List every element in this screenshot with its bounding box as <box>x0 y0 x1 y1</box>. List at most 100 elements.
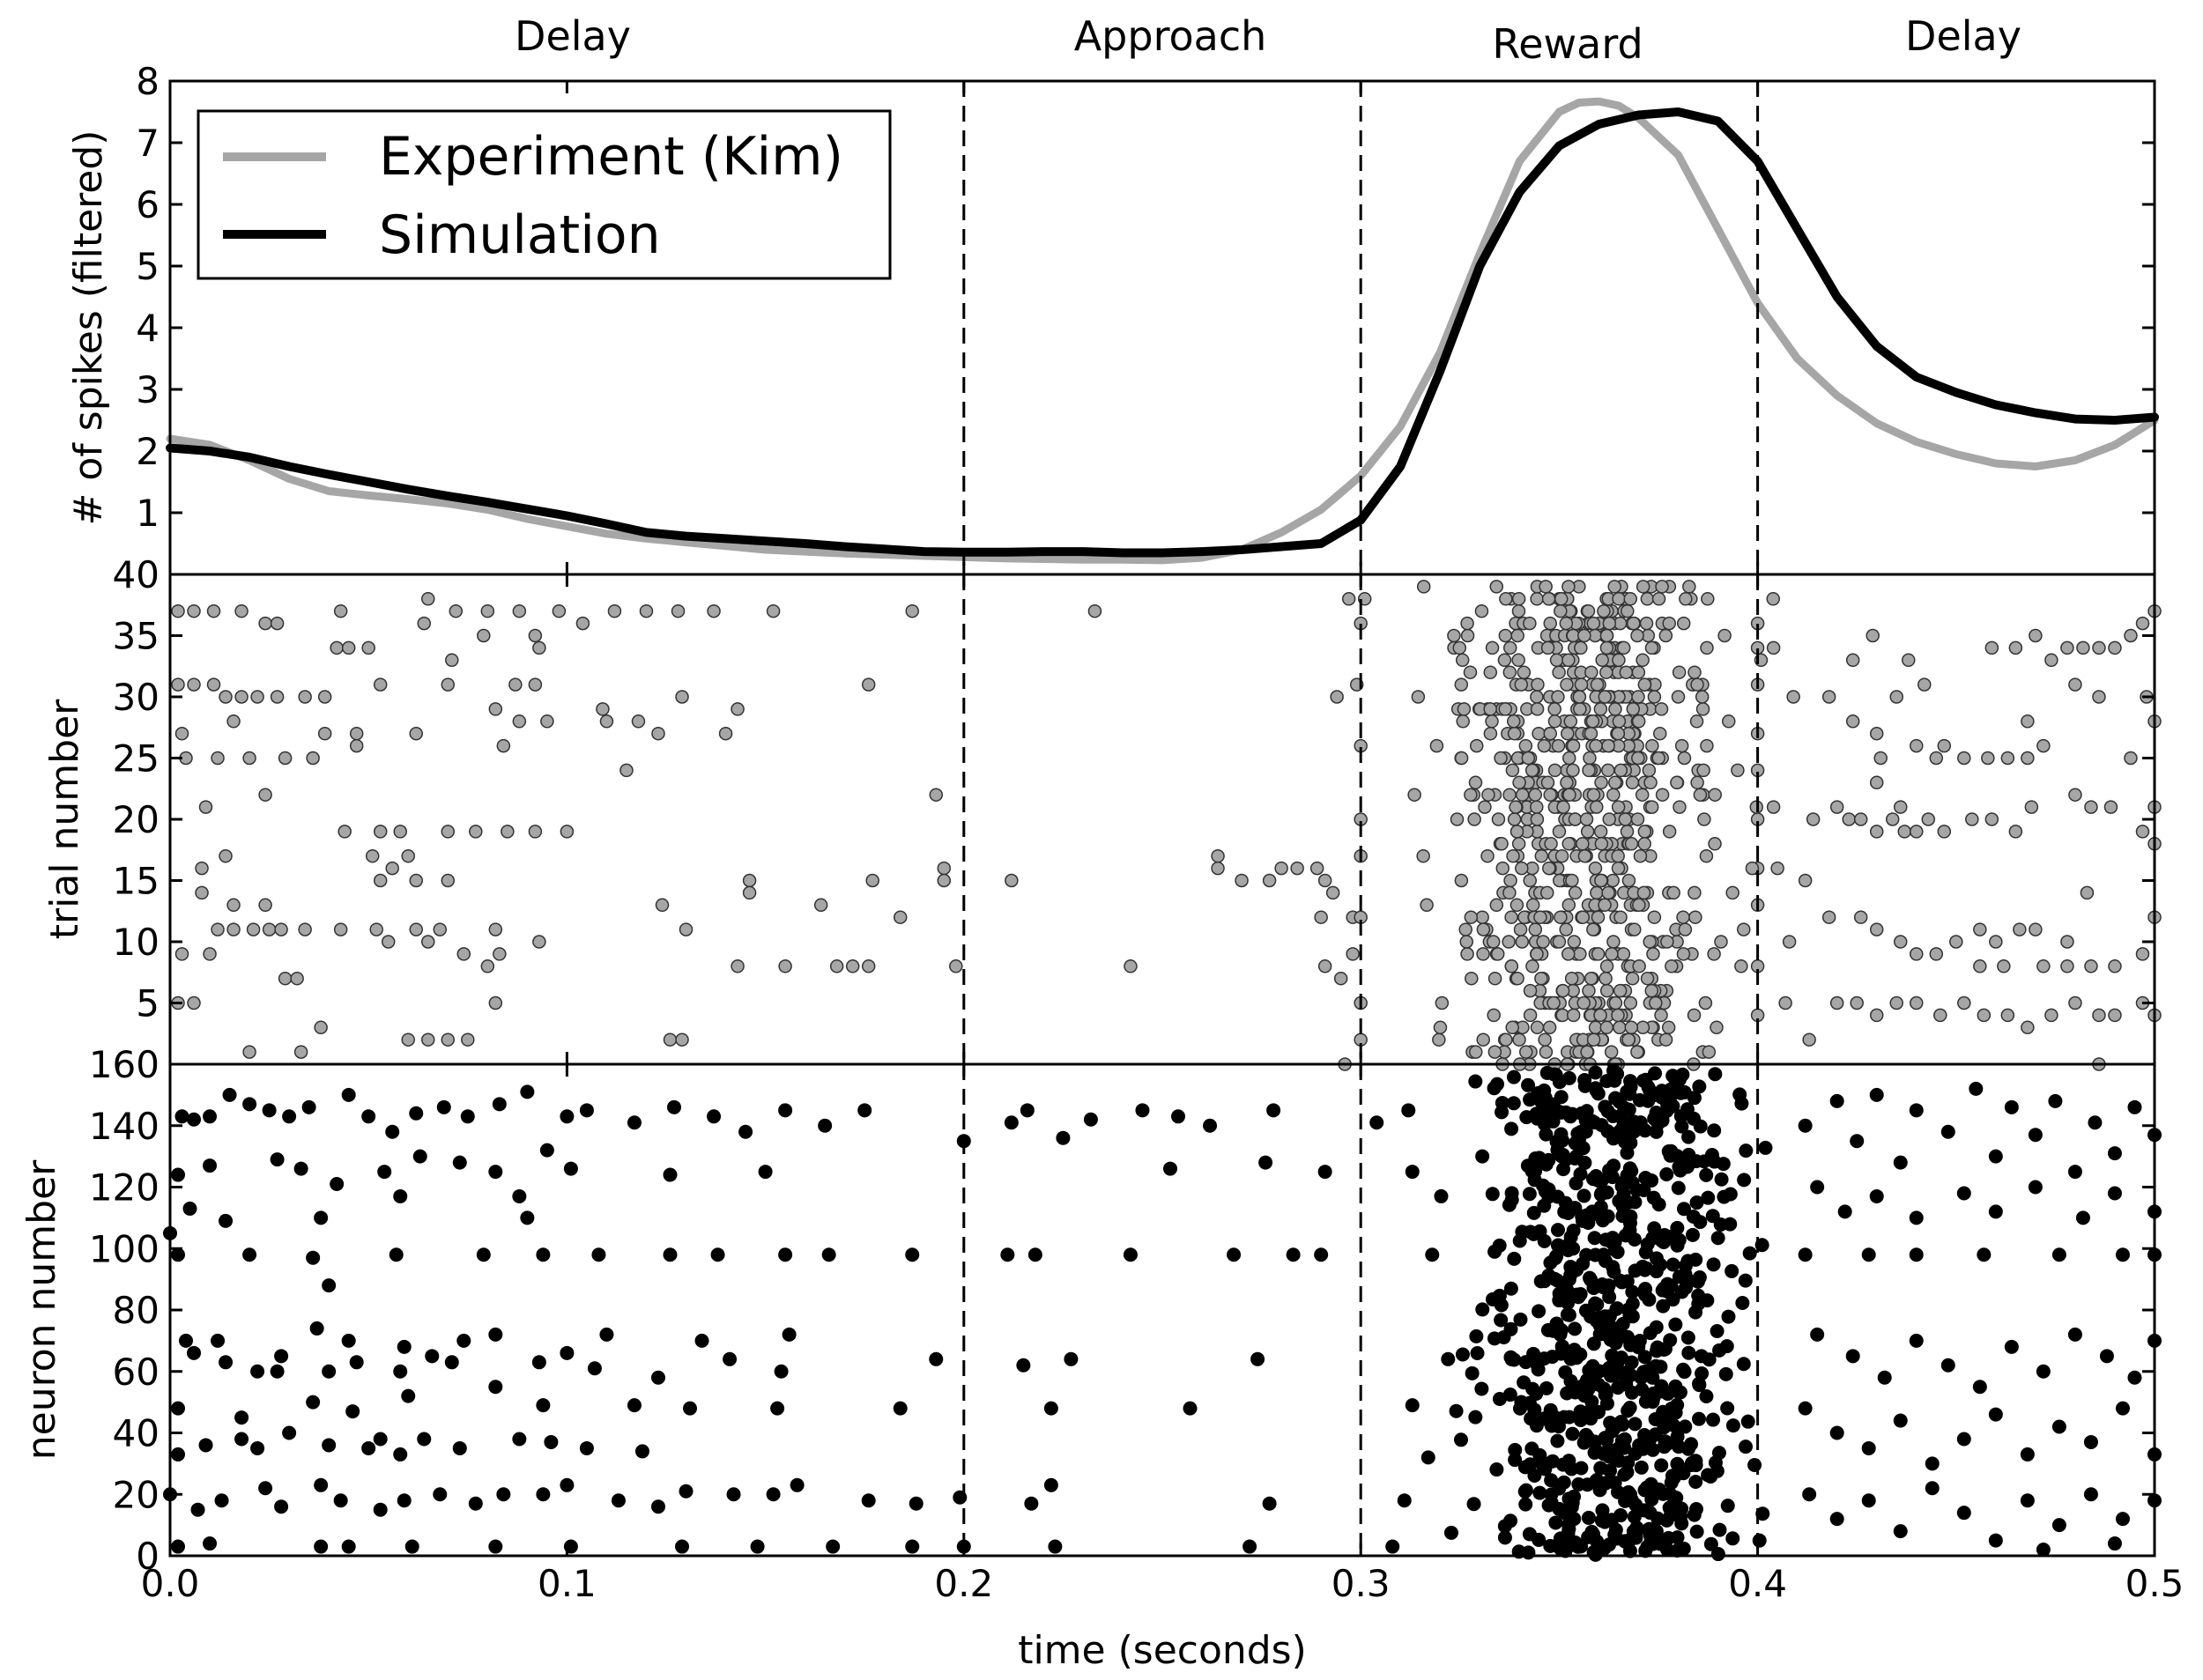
raster-point <box>778 1103 793 1118</box>
raster-point-dense <box>1671 690 1686 704</box>
raster-point-dense <box>1503 1281 1518 1296</box>
phase-boundaries-middle <box>962 574 1760 1064</box>
raster-point <box>1286 1247 1301 1262</box>
raster-point-dense <box>1636 653 1650 668</box>
raster-point <box>187 677 201 692</box>
raster-point <box>2020 1447 2035 1462</box>
raster-point <box>2051 1419 2066 1434</box>
raster-point-dense <box>1678 922 1693 936</box>
raster-point <box>219 1213 234 1228</box>
raster-point <box>1845 1349 1860 1364</box>
phase-boundaries-bottom <box>962 1064 1760 1556</box>
raster-point <box>234 1432 249 1447</box>
raster-point-dense <box>1530 690 1544 704</box>
raster-point <box>1929 947 1944 961</box>
raster-point-dense <box>1707 1123 1722 1138</box>
raster-point-dense <box>1665 959 1679 973</box>
raster-point-dense <box>1531 677 1545 692</box>
raster-point <box>857 1103 872 1118</box>
raster-point <box>949 959 963 973</box>
raster-point-dense <box>1586 788 1601 802</box>
raster-point-dense <box>1454 873 1469 888</box>
raster-point-dense <box>1738 1273 1753 1288</box>
raster-point-dense <box>1630 1045 1644 1059</box>
raster-point <box>2008 825 2023 839</box>
raster-point-dense <box>1721 714 1736 729</box>
raster-point <box>1925 1456 1940 1471</box>
raster-point-dense <box>1655 1283 1670 1298</box>
raster-point-dense <box>1701 1468 1716 1483</box>
raster-point <box>1258 1155 1273 1170</box>
raster-point <box>452 1440 467 1455</box>
raster-point-dense <box>1651 1197 1666 1212</box>
raster-point-dense <box>1649 1251 1664 1266</box>
raster-point-dense <box>1543 616 1557 631</box>
raster-point <box>488 1539 503 1554</box>
y-tick-label: 160 <box>89 1043 159 1086</box>
raster-point <box>2036 738 2051 753</box>
raster-point <box>774 1364 789 1379</box>
raster-point-dense <box>1687 1008 1702 1023</box>
raster-point-dense <box>1626 702 1641 716</box>
raster-point-dense <box>1712 1522 1727 1537</box>
raster-point-dense <box>1671 1384 1686 1399</box>
raster-point-dense <box>1552 1481 1567 1496</box>
raster-point <box>1235 873 1249 888</box>
raster-point-dense <box>1483 726 1498 741</box>
raster-point-dense <box>1642 763 1657 778</box>
raster-point-dense <box>1489 1462 1504 1477</box>
raster-point <box>1902 653 1916 668</box>
raster-point-dense <box>1586 1032 1601 1047</box>
raster-point <box>278 751 293 766</box>
raster-point-dense <box>1598 690 1613 704</box>
raster-point-dense <box>1601 885 1615 900</box>
raster-point <box>1056 1130 1071 1145</box>
raster-point <box>675 1539 690 1554</box>
raster-point <box>195 885 209 900</box>
raster-point <box>417 1432 432 1447</box>
raster-point <box>433 922 448 936</box>
raster-point-dense <box>1708 1455 1723 1470</box>
ylabel-spikes: # of spikes (filtered) <box>66 130 111 526</box>
raster-point-dense <box>1563 714 1578 729</box>
raster-point <box>433 1487 448 1502</box>
raster-point-dense <box>1517 1460 1532 1475</box>
raster-point-dense <box>1561 898 1576 913</box>
raster-point-dense <box>1532 1304 1547 1319</box>
raster-point-dense <box>1539 1380 1554 1395</box>
raster-point-dense <box>1658 628 1673 643</box>
raster-point-dense <box>1676 616 1691 631</box>
legend-box <box>197 109 892 280</box>
raster-point-dense <box>1559 1506 1574 1521</box>
raster-point-dense <box>1554 603 1568 618</box>
raster-point <box>2024 800 2039 814</box>
raster-point-dense <box>1605 1513 1620 1528</box>
raster-point-dense <box>1668 1317 1683 1332</box>
raster-point-dense <box>1530 592 1544 606</box>
raster-point-dense <box>1636 1441 1650 1456</box>
raster-point <box>1988 1407 2003 1422</box>
raster-point-dense <box>1502 885 1517 900</box>
raster-point-dense <box>1607 580 1621 594</box>
raster-point <box>1873 751 1888 766</box>
raster-point-dense <box>1547 763 1562 778</box>
raster-point-dense <box>1429 738 1444 753</box>
y-tick-label: 7 <box>136 122 159 165</box>
raster-point-dense <box>1580 1045 1594 1059</box>
raster-point <box>1869 726 1884 741</box>
phase-label-reward: Reward <box>1492 20 1643 68</box>
raster-point <box>2115 1401 2130 1416</box>
raster-point-dense <box>1546 1323 1561 1338</box>
raster-point-dense <box>1562 788 1576 802</box>
raster-point-dense <box>1688 910 1702 924</box>
raster-point-dense <box>1731 763 1745 778</box>
raster-point-dense <box>1676 1541 1691 1556</box>
raster-point <box>650 1370 665 1385</box>
raster-point <box>333 922 348 936</box>
raster-point <box>782 1327 797 1342</box>
raster-point-dense <box>1494 1298 1509 1313</box>
raster-point <box>250 1364 265 1379</box>
raster-point-dense <box>1489 898 1504 913</box>
raster-point <box>1850 1134 1865 1149</box>
phase-label-approach: Approach <box>1074 12 1267 60</box>
